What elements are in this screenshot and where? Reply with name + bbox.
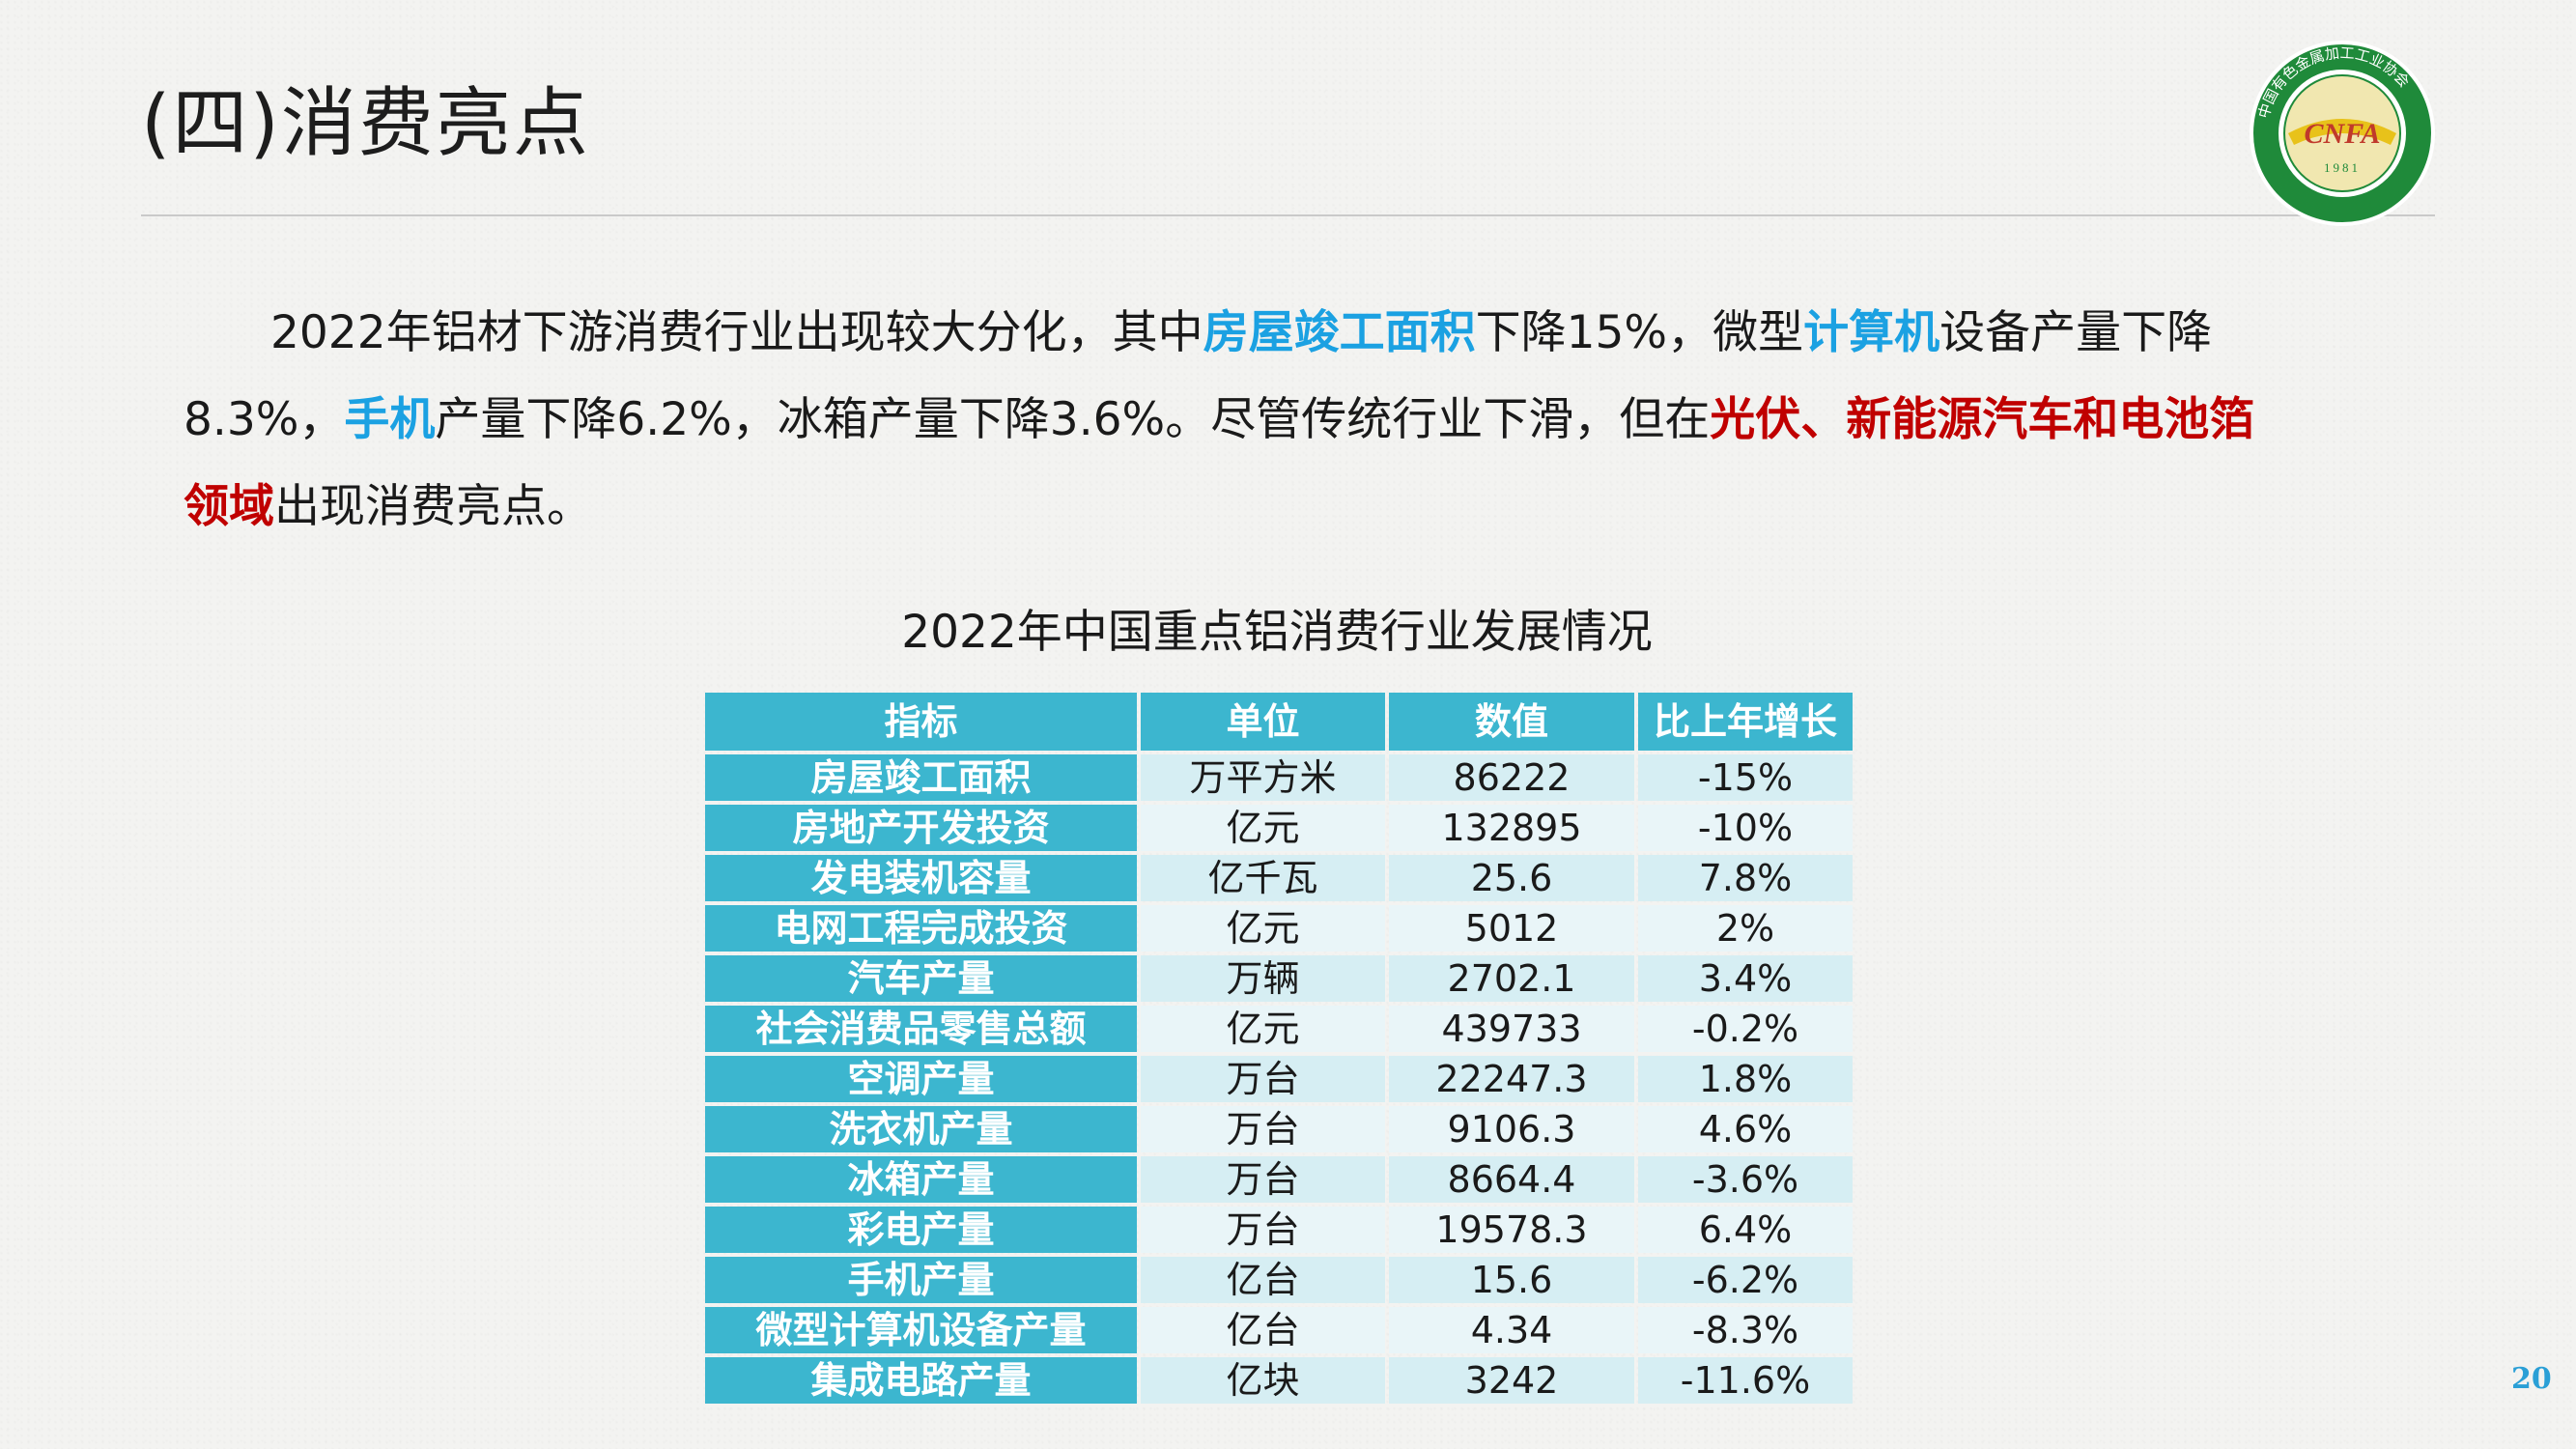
table-row: 集成电路产量 亿块 3242 -11.6% — [705, 1357, 1853, 1404]
cell-value: 132895 — [1389, 805, 1634, 851]
table-row: 冰箱产量 万台 8664.4 -3.6% — [705, 1156, 1853, 1203]
cell-unit: 万台 — [1141, 1056, 1385, 1102]
table-row: 房屋竣工面积 万平方米 86222 -15% — [705, 754, 1853, 801]
cell-unit: 亿块 — [1141, 1357, 1385, 1404]
header-indicator: 指标 — [705, 693, 1137, 751]
cell-indicator: 房地产开发投资 — [705, 805, 1137, 851]
cell-growth: -0.2% — [1638, 1006, 1853, 1052]
cell-value: 5012 — [1389, 905, 1634, 952]
cell-growth: -6.2% — [1638, 1257, 1853, 1303]
cell-unit: 亿千瓦 — [1141, 855, 1385, 901]
highlighted-term: 光伏、新能源汽车和电池箔 — [1710, 393, 2255, 446]
cell-unit: 万台 — [1141, 1207, 1385, 1253]
paragraph-text: 下降15%，微型 — [1475, 306, 1804, 359]
table-title: 2022年中国重点铝消费行业发展情况 — [901, 606, 1653, 659]
table-header-row: 指标 单位 数值 比上年增长 — [705, 693, 1853, 751]
cell-unit: 万台 — [1141, 1106, 1385, 1152]
cell-value: 2702.1 — [1389, 955, 1634, 1002]
table-row: 发电装机容量 亿千瓦 25.6 7.8% — [705, 855, 1853, 901]
paragraph-line-2: 8.3%，手机产量下降6.2%，冰箱产量下降3.6%。尽管传统行业下滑，但在光伏… — [184, 377, 2254, 464]
cell-growth: 1.8% — [1638, 1056, 1853, 1102]
cell-indicator: 微型计算机设备产量 — [705, 1307, 1137, 1353]
highlighted-term: 房屋竣工面积 — [1203, 306, 1476, 359]
cell-value: 15.6 — [1389, 1257, 1634, 1303]
table-row: 微型计算机设备产量 亿台 4.34 -8.3% — [705, 1307, 1853, 1353]
table-row: 空调产量 万台 22247.3 1.8% — [705, 1056, 1853, 1102]
cell-growth: 7.8% — [1638, 855, 1853, 901]
cell-value: 86222 — [1389, 754, 1634, 801]
table-row: 洗衣机产量 万台 9106.3 4.6% — [705, 1106, 1853, 1152]
table-row: 汽车产量 万辆 2702.1 3.4% — [705, 955, 1853, 1002]
cell-growth: 2% — [1638, 905, 1853, 952]
paragraph-text: 2022年铝材下游消费行业出现较大分化，其中 — [270, 306, 1203, 359]
paragraph-line-1: 2022年铝材下游消费行业出现较大分化，其中房屋竣工面积下降15%，微型计算机设… — [270, 290, 2212, 377]
highlighted-term: 领域 — [184, 480, 274, 533]
cell-unit: 亿台 — [1141, 1307, 1385, 1353]
cell-unit: 万辆 — [1141, 955, 1385, 1002]
cell-unit: 万台 — [1141, 1156, 1385, 1203]
cell-growth: 4.6% — [1638, 1106, 1853, 1152]
paragraph-text: 设备产量下降 — [1939, 306, 2213, 359]
cell-unit: 亿元 — [1141, 1006, 1385, 1052]
table-row: 房地产开发投资 亿元 132895 -10% — [705, 805, 1853, 851]
cell-value: 8664.4 — [1389, 1156, 1634, 1203]
cell-indicator: 房屋竣工面积 — [705, 754, 1137, 801]
paragraph-text: 产量下降6.2%，冰箱产量下降3.6%。尽管传统行业下滑，但在 — [435, 393, 1711, 446]
cell-unit: 亿元 — [1141, 905, 1385, 952]
cell-indicator: 集成电路产量 — [705, 1357, 1137, 1404]
cell-indicator: 手机产量 — [705, 1257, 1137, 1303]
consumption-table: 指标 单位 数值 比上年增长 房屋竣工面积 万平方米 86222 -15% 房地产开发投… — [701, 689, 1856, 1407]
table-row: 手机产量 亿台 15.6 -6.2% — [705, 1257, 1853, 1303]
logo-year-text: 1981 — [2324, 160, 2361, 175]
paragraph-line-3: 领域出现消费亮点。 — [184, 464, 592, 551]
cell-unit: 亿元 — [1141, 805, 1385, 851]
cell-indicator: 汽车产量 — [705, 955, 1137, 1002]
cell-indicator: 社会消费品零售总额 — [705, 1006, 1137, 1052]
cell-value: 9106.3 — [1389, 1106, 1634, 1152]
cell-indicator: 彩电产量 — [705, 1207, 1137, 1253]
logo-abbr-text: CNFA — [2305, 118, 2381, 150]
cell-value: 4.34 — [1389, 1307, 1634, 1353]
highlighted-term: 计算机 — [1803, 306, 1940, 359]
table-row: 彩电产量 万台 19578.3 6.4% — [705, 1207, 1853, 1253]
cell-value: 3242 — [1389, 1357, 1634, 1404]
header-unit: 单位 — [1141, 693, 1385, 751]
cell-growth: -10% — [1638, 805, 1853, 851]
cell-indicator: 发电装机容量 — [705, 855, 1137, 901]
slide-title: (四)消费亮点 — [141, 80, 590, 167]
paragraph-text: 8.3%， — [184, 393, 345, 446]
paragraph-text: 出现消费亮点。 — [274, 480, 592, 533]
header-value: 数值 — [1389, 693, 1634, 751]
association-logo: CNFA 1981 中国有色金属加工工业协会 — [2250, 41, 2435, 226]
cell-growth: 3.4% — [1638, 955, 1853, 1002]
cell-growth: -15% — [1638, 754, 1853, 801]
highlighted-term: 手机 — [344, 393, 436, 446]
cell-unit: 亿台 — [1141, 1257, 1385, 1303]
cell-value: 19578.3 — [1389, 1207, 1634, 1253]
cell-growth: -3.6% — [1638, 1156, 1853, 1203]
title-divider — [141, 214, 2435, 216]
table-row: 社会消费品零售总额 亿元 439733 -0.2% — [705, 1006, 1853, 1052]
cell-growth: 6.4% — [1638, 1207, 1853, 1253]
page-number: 20 — [2511, 1362, 2552, 1396]
cell-value: 22247.3 — [1389, 1056, 1634, 1102]
cell-unit: 万平方米 — [1141, 754, 1385, 801]
cell-growth: -11.6% — [1638, 1357, 1853, 1404]
cell-indicator: 冰箱产量 — [705, 1156, 1137, 1203]
cell-indicator: 空调产量 — [705, 1056, 1137, 1102]
cell-growth: -8.3% — [1638, 1307, 1853, 1353]
cell-value: 25.6 — [1389, 855, 1634, 901]
table-row: 电网工程完成投资 亿元 5012 2% — [705, 905, 1853, 952]
header-growth: 比上年增长 — [1638, 693, 1853, 751]
cell-indicator: 电网工程完成投资 — [705, 905, 1137, 952]
cell-indicator: 洗衣机产量 — [705, 1106, 1137, 1152]
cell-value: 439733 — [1389, 1006, 1634, 1052]
